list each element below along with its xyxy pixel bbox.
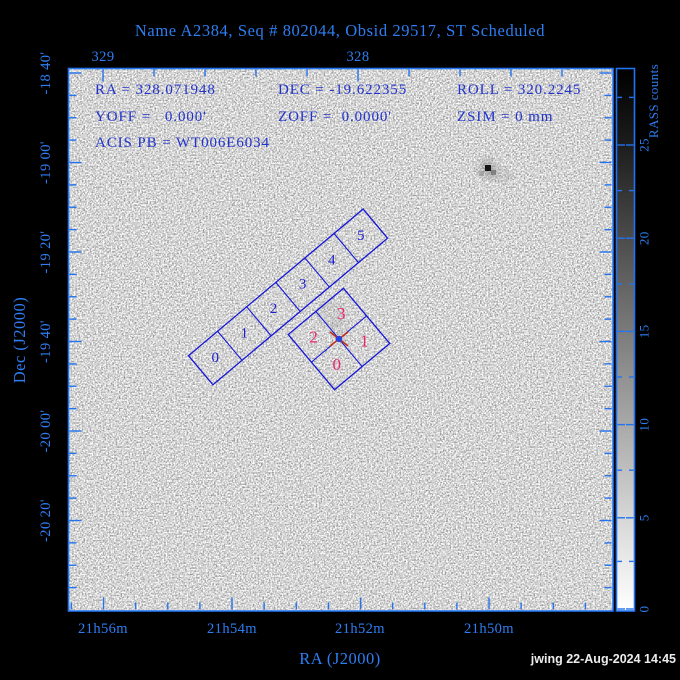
colorbar-title: RASS counts [646,64,661,138]
acis-i-array [287,287,391,391]
colorbar-tick-label: 25 [637,138,652,152]
rass-source-peak [485,165,491,171]
bottom-axis-tick-label: 21h56m [78,621,128,637]
plot-frame [67,67,614,612]
colorbar-gradient [615,67,636,612]
page-title: Name A2384, Seq # 802044, Obsid 29517, S… [135,21,545,40]
roll-value: ROLL = 320.2245 [457,82,581,98]
dec-tick-label: -20 00' [38,410,54,453]
zsim-value: ZSIM = 0 mm [457,109,553,125]
top-axis-tick-label: 328 [347,49,370,65]
acis-s-chip-label: 4 [328,252,336,268]
dec-tick-label: -19 20' [38,231,54,274]
rass-source-wing [486,169,514,183]
acis-i-chip-label: 1 [360,332,369,351]
bottom-axis-tick-label: 21h52m [335,621,385,637]
dec-tick-label: -19 00' [38,141,54,184]
credit-text: jwing 22-Aug-2024 14:45 [530,652,676,666]
aimpoint-marker [329,331,349,347]
acis-i-chip-label: 3 [337,304,346,323]
rass-source-pixel [479,171,484,176]
bottom-axis-tick-label: 21h50m [464,621,514,637]
dec-tick-label: -18 40' [38,52,54,95]
acis-s-chip-label: 5 [357,228,365,244]
dec-tick-label: -19 40' [38,320,54,363]
aimpoint-dot-icon [335,335,343,343]
zoff-value: ZOFF = 0.0000' [278,109,392,125]
acis-s-chip-label: 1 [241,326,249,342]
ra-value: RA = 328.071948 [95,82,216,98]
colorbar-tick-label: 0 [637,606,652,613]
bottom-axis-tick-label: 21h54m [207,621,257,637]
yoff-value: YOFF = 0.000' [95,109,207,125]
dec-value: DEC = -19.622355 [278,82,407,98]
axis-ticks [69,69,634,610]
top-axis-tick-label: 329 [92,49,115,65]
acis-s-chip-label: 0 [212,350,220,366]
colorbar-tick-label: 5 [637,514,652,521]
colorbar-tick-label: 15 [637,324,652,338]
acis-s-chip-dividers [217,233,359,361]
colorbar-tick-label: 10 [637,418,652,432]
acis-s-chip-label: 2 [270,301,278,317]
acis-i-chip-label: 2 [309,327,318,346]
pointing-info: RA = 328.071948 DEC = -19.622355 ROLL = … [95,82,581,151]
x-axis-title: RA (J2000) [299,649,381,668]
acis-i-chip-label: 0 [333,355,342,374]
acis-pb-value: ACIS PB = WT006E6034 [95,135,270,151]
rass-source-pixel [491,170,496,175]
acis-s-chip-label: 3 [299,277,307,293]
dec-tick-label: -20 20' [38,499,54,542]
colorbar-tick-label: 20 [637,231,652,245]
y-axis-title: Dec (J2000) [10,297,29,384]
cluster-smudge [316,299,346,329]
